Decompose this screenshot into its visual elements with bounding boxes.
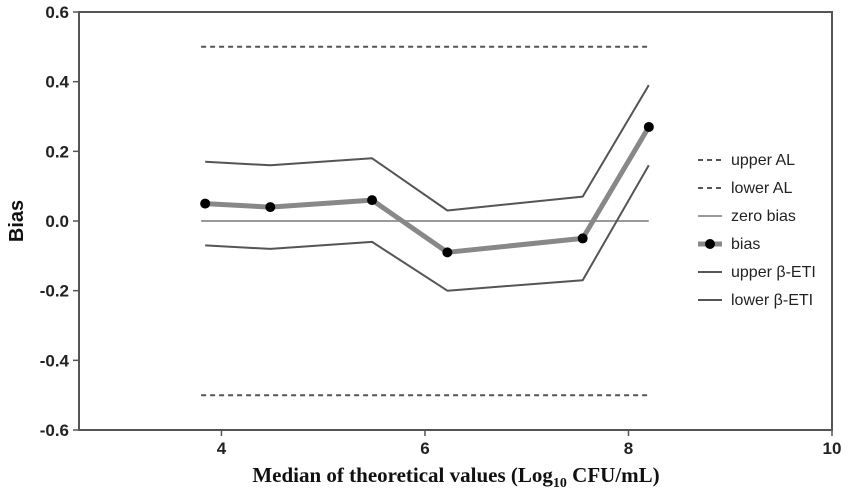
y-tick-label: 0.0 (45, 212, 69, 231)
legend-label: lower AL (731, 180, 792, 197)
bias-point (367, 195, 378, 206)
y-tick-label: 0.2 (45, 142, 69, 161)
bias-point (577, 233, 588, 244)
x-tick-label: 8 (624, 439, 633, 458)
legend-label: bias (731, 236, 760, 253)
y-tick-label: -0.2 (40, 282, 69, 301)
series-line-4 (205, 84, 650, 212)
x-tick-label: 4 (217, 439, 227, 458)
series-line-5 (205, 164, 650, 292)
legend-label: upper AL (731, 152, 795, 169)
bias-point (200, 198, 211, 209)
x-tick-label: 10 (823, 439, 842, 458)
y-tick-label: 0.4 (45, 73, 69, 92)
legend-label: zero bias (731, 208, 796, 225)
y-tick-label: 0.6 (45, 3, 69, 22)
legend: upper AL lower AL zero bias bias upper β-ETI… (698, 152, 816, 309)
legend-label: upper β-ETI (731, 264, 816, 281)
y-tick-label: -0.4 (40, 351, 70, 370)
x-axis-label-main: Median of theoretical values (Log (252, 463, 553, 487)
x-axis-label-subscript: 10 (553, 476, 567, 491)
axis-ticks: 0.6 0.4 0.2 0.0 -0.2 -0.4 -0.6 4 6 8 10 (40, 3, 842, 458)
series-lines (201, 45, 651, 397)
y-tick-label: -0.6 (40, 421, 69, 440)
x-axis-label-tail: CFU/mL) (567, 463, 660, 487)
bias-markers (200, 121, 654, 258)
x-axis-label: Median of theoretical values (Log10 CFU/… (252, 463, 659, 491)
legend-marker (705, 239, 715, 249)
y-axis-label: Bias (6, 200, 28, 242)
bias-point (442, 247, 453, 258)
legend-label: lower β-ETI (731, 292, 813, 309)
bias-point (643, 121, 654, 132)
bias-point (265, 202, 276, 213)
series-line-3 (205, 125, 651, 255)
x-tick-label: 6 (420, 439, 429, 458)
